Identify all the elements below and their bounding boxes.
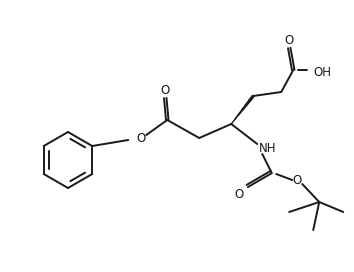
Text: O: O bbox=[137, 131, 146, 144]
Text: NH: NH bbox=[258, 141, 276, 154]
Text: O: O bbox=[285, 33, 294, 47]
Text: O: O bbox=[235, 187, 244, 200]
Text: OH: OH bbox=[313, 66, 331, 79]
Text: O: O bbox=[161, 84, 170, 97]
Text: O: O bbox=[293, 174, 302, 187]
